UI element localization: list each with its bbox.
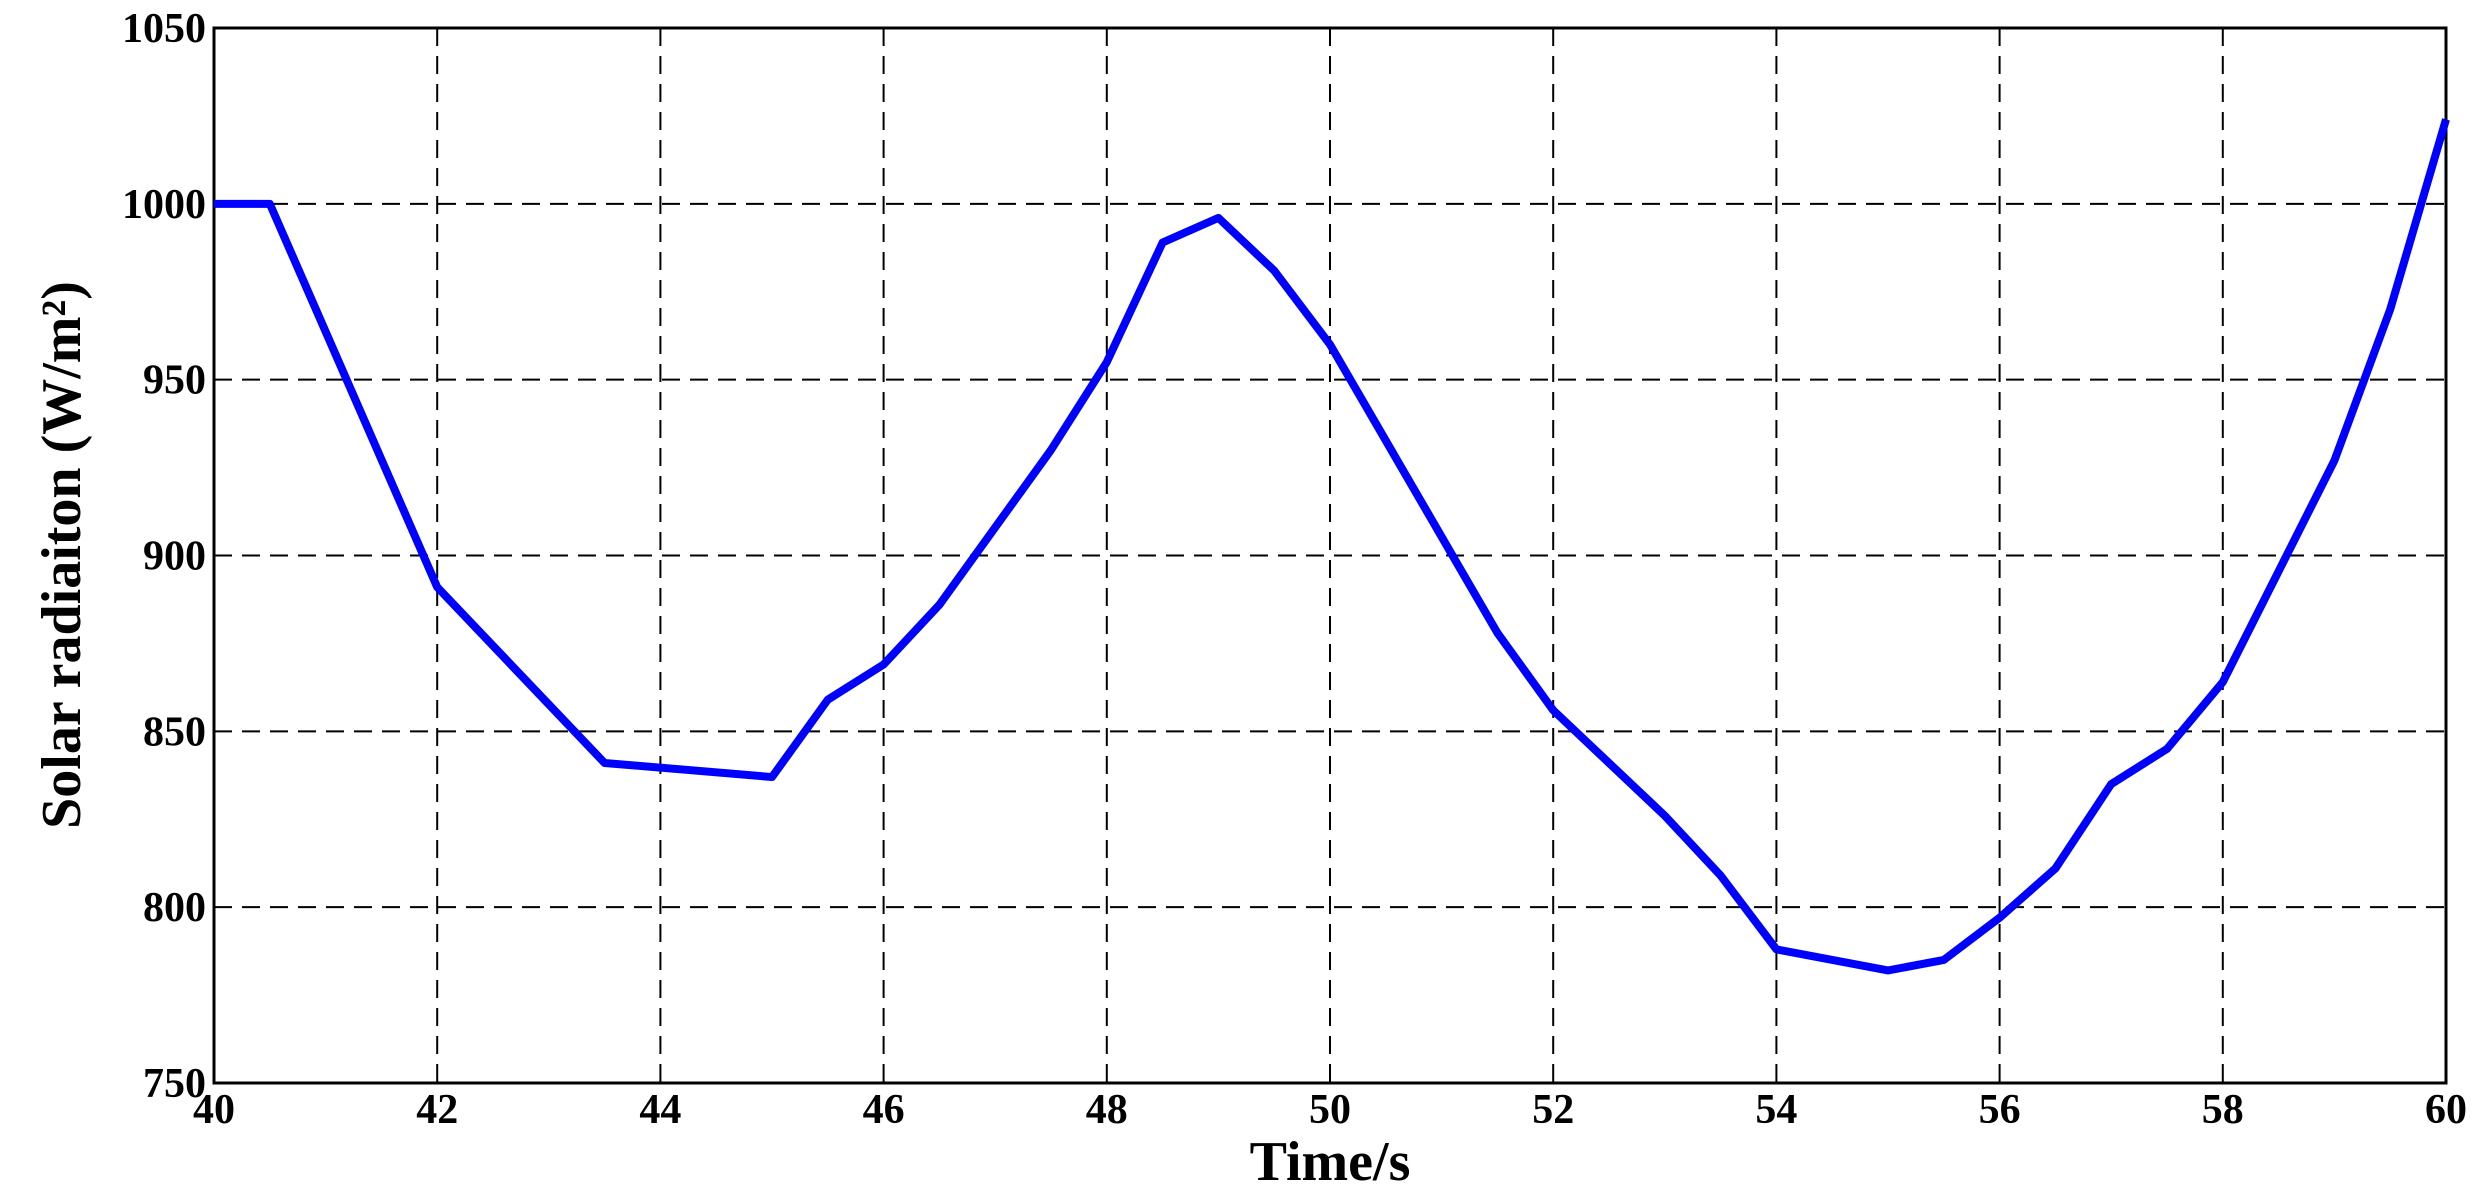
x-tick-label: 40 xyxy=(193,1087,235,1133)
x-tick-label: 46 xyxy=(863,1087,905,1133)
y-tick-label: 1000 xyxy=(122,182,206,228)
plot-frame xyxy=(212,26,2448,1085)
y-tick-label: 800 xyxy=(143,885,206,931)
x-tick-label: 44 xyxy=(639,1087,681,1133)
y-tick-label: 850 xyxy=(143,709,206,755)
x-tick-label: 60 xyxy=(2425,1087,2467,1133)
y-tick-label: 900 xyxy=(143,534,206,580)
x-axis-label: Time/s xyxy=(1250,1131,1411,1193)
data-line xyxy=(214,118,2450,975)
y-axis-label: Solar radiaiton (W/m²) xyxy=(31,281,93,829)
y-tick-label: 1050 xyxy=(122,6,206,52)
x-tick-label: 52 xyxy=(1532,1087,1574,1133)
x-tick-label: 42 xyxy=(416,1087,458,1133)
x-tick-label: 54 xyxy=(1755,1087,1797,1133)
x-tick-label: 58 xyxy=(2202,1087,2244,1133)
x-tick-label: 48 xyxy=(1086,1087,1128,1133)
x-tick-label: 56 xyxy=(1979,1087,2021,1133)
y-tick-label: 950 xyxy=(143,358,206,404)
y-tick-label: 750 xyxy=(143,1061,206,1107)
x-tick-label: 50 xyxy=(1309,1087,1351,1133)
